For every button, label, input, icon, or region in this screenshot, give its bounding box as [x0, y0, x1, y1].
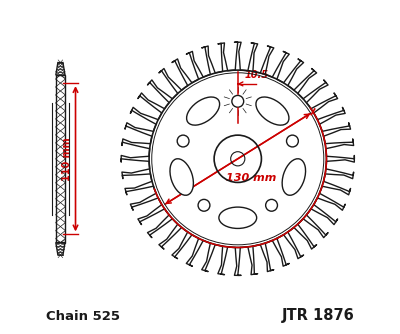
Ellipse shape [282, 159, 306, 195]
Circle shape [177, 135, 189, 147]
Ellipse shape [170, 159, 193, 195]
Text: 110 mm: 110 mm [62, 137, 72, 181]
Circle shape [232, 96, 244, 107]
Polygon shape [56, 62, 65, 75]
Polygon shape [56, 242, 65, 255]
Circle shape [286, 135, 298, 147]
Text: Chain 525: Chain 525 [46, 310, 120, 323]
Ellipse shape [256, 97, 289, 125]
Ellipse shape [186, 97, 220, 125]
Ellipse shape [219, 207, 257, 228]
Text: 10.5: 10.5 [245, 70, 269, 80]
Text: 130 mm: 130 mm [226, 173, 277, 183]
Circle shape [198, 199, 210, 211]
Circle shape [266, 199, 278, 211]
Polygon shape [56, 75, 65, 242]
Text: JTR 1876: JTR 1876 [282, 308, 354, 323]
